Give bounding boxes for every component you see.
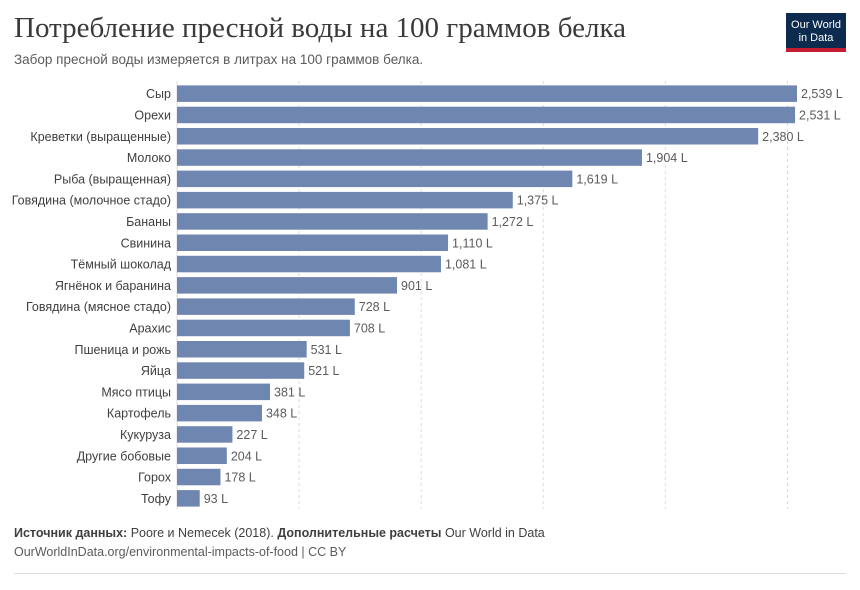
category-label: Орехи [134, 108, 171, 122]
category-label: Ягнёнок и баранина [55, 279, 171, 293]
category-label: Свинина [121, 236, 171, 250]
value-label: 708 L [354, 321, 385, 335]
value-label: 531 L [311, 343, 342, 357]
value-label: 901 L [401, 279, 432, 293]
bar [177, 128, 759, 145]
bar [177, 170, 573, 188]
bar [177, 426, 233, 443]
footer-url[interactable]: OurWorldInData.org/environmental-impacts… [14, 545, 347, 559]
value-label: 728 L [359, 300, 390, 314]
logo-line-1: Our World [791, 19, 841, 31]
category-label: Яйца [141, 364, 171, 378]
bar [177, 85, 797, 102]
value-label: 521 L [308, 364, 339, 378]
value-label: 178 L [224, 471, 255, 485]
bar [177, 213, 488, 230]
value-label: 93 L [204, 492, 228, 506]
category-label: Говядина (мясное стадо) [26, 300, 171, 314]
value-label: 1,904 L [646, 151, 688, 165]
value-label: 1,110 L [452, 236, 493, 250]
calc-text: Our World in Data [441, 526, 545, 540]
value-label: 381 L [274, 385, 305, 399]
value-label: 1,619 L [576, 172, 618, 186]
category-label: Тёмный шоколад [71, 258, 172, 272]
bar [177, 319, 350, 337]
bar [177, 490, 200, 507]
footer-divider [14, 573, 846, 574]
bar [177, 234, 449, 251]
bar [177, 404, 262, 422]
category-label: Бананы [126, 215, 171, 229]
bar [177, 362, 305, 379]
value-label: 2,539 L [801, 87, 843, 101]
bar [177, 149, 642, 166]
bar [177, 255, 441, 273]
category-label: Горох [138, 471, 172, 485]
value-label: 1,081 L [445, 258, 487, 272]
value-label: 348 L [266, 407, 297, 421]
value-label: 1,272 L [492, 215, 534, 229]
value-label: 2,380 L [762, 130, 804, 144]
category-label: Мясо птицы [101, 385, 171, 399]
category-label: Кукуруза [120, 428, 171, 442]
value-label: 1,375 L [517, 194, 559, 208]
category-label: Говядина (молочное стадо) [12, 194, 171, 208]
chart-title: Потребление пресной воды на 100 граммов … [14, 12, 626, 44]
category-label: Тофу [141, 492, 172, 506]
category-label: Другие бобовые [77, 449, 171, 463]
bar [177, 383, 271, 401]
category-label: Картофель [107, 407, 171, 421]
category-label: Рыба (выращенная) [54, 172, 171, 186]
value-label: 2,531 L [799, 108, 841, 122]
owid-logo[interactable]: Our World in Data [786, 13, 846, 52]
value-label: 227 L [236, 428, 267, 442]
footer-source: Источник данных: Poore и Nemecek (2018).… [14, 526, 545, 540]
source-label: Источник данных: [14, 526, 128, 540]
category-label: Молоко [127, 151, 171, 165]
category-label: Креветки (выращенные) [30, 130, 171, 144]
bar [177, 277, 398, 294]
logo-line-2: in Data [798, 32, 834, 44]
category-label: Пшеница и рожь [74, 343, 171, 357]
source-text: Poore и Nemecek (2018). [127, 526, 278, 540]
category-label: Сыр [146, 87, 171, 101]
bar [177, 191, 513, 209]
category-label: Арахис [129, 321, 171, 335]
bar [177, 341, 307, 358]
bar [177, 106, 796, 124]
chart-subtitle: Забор пресной воды измеряется в литрах н… [14, 52, 424, 67]
bar [177, 447, 227, 464]
value-label: 204 L [231, 449, 262, 463]
bar [177, 298, 355, 315]
bar [177, 468, 221, 486]
calc-label: Дополнительные расчеты [277, 526, 442, 540]
